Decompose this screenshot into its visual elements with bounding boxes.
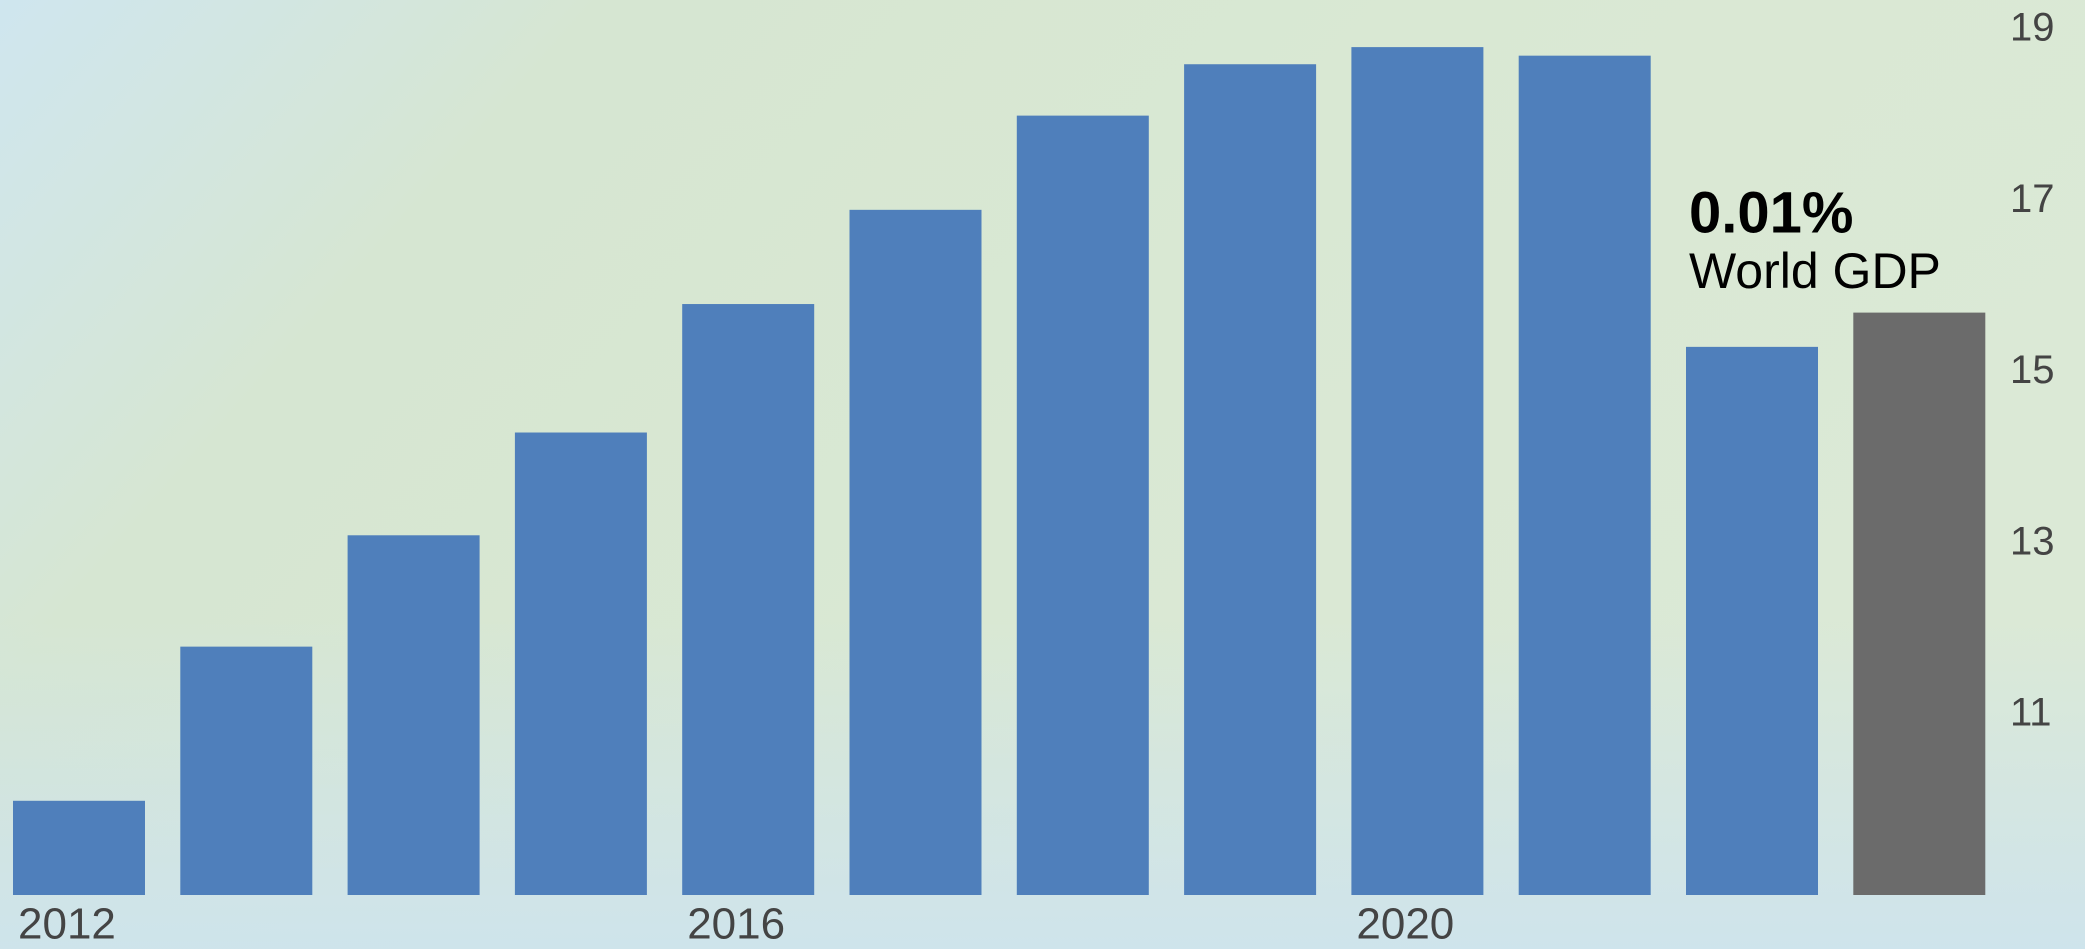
x-tick-label: 2020 xyxy=(1356,900,1454,949)
bar xyxy=(849,209,982,896)
bar xyxy=(13,800,145,895)
bar xyxy=(514,432,647,895)
bar xyxy=(682,304,815,895)
bar xyxy=(180,646,313,895)
bar xyxy=(1853,312,1986,895)
bar xyxy=(1518,55,1651,895)
bar xyxy=(1016,115,1149,895)
bar xyxy=(1686,346,1818,895)
x-tick-label: 2016 xyxy=(687,900,785,949)
annotation-value: 0.01% xyxy=(1689,180,1853,245)
y-tick-label: 13 xyxy=(2010,519,2055,563)
y-tick-label: 19 xyxy=(2010,6,2055,50)
y-tick-label: 11 xyxy=(2010,691,2052,735)
x-tick-label: 2012 xyxy=(18,900,116,949)
bar xyxy=(1184,64,1317,896)
bar xyxy=(1351,47,1484,895)
y-tick-label: 15 xyxy=(2010,348,2055,392)
y-tick-label: 17 xyxy=(2010,177,2055,221)
annotation-label: World GDP xyxy=(1689,243,1941,299)
bar xyxy=(347,535,480,895)
